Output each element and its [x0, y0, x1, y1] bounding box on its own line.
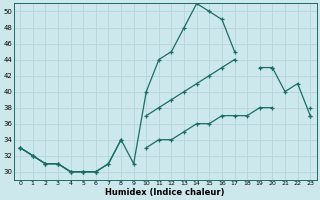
X-axis label: Humidex (Indice chaleur): Humidex (Indice chaleur) [106, 188, 225, 197]
